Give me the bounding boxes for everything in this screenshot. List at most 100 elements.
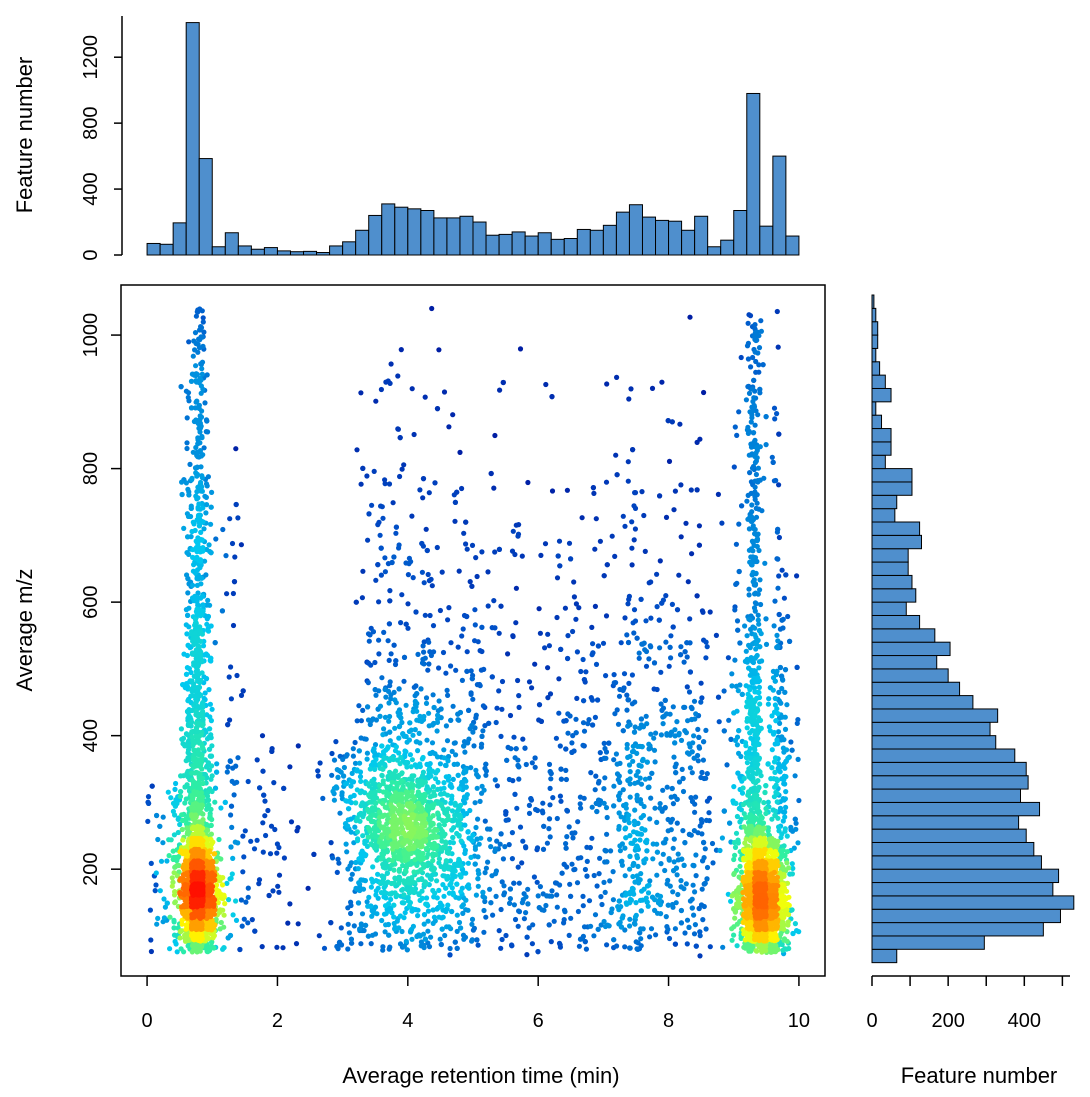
scatter-point [598,894,603,899]
scatter-point [703,881,708,886]
scatter-point [574,601,579,606]
scatter-point [785,614,790,619]
scatter-point [516,693,521,698]
scatter-point [657,493,662,498]
scatter-point [472,638,477,643]
scatter-point [682,660,687,665]
scatter-point [240,869,245,874]
scatter-point [399,592,404,597]
scatter-point [602,746,607,751]
scatter-point [671,755,676,760]
scatter-point [359,482,364,487]
scatter-point [198,425,203,430]
scatter-point [622,944,627,949]
scatter-point [418,686,423,691]
scatter-point [737,864,742,869]
scatter-point [604,480,609,485]
scatter-point [370,807,375,812]
scatter-point [422,945,427,950]
scatter-point [616,921,621,926]
scatter-point [398,435,403,440]
scatter-point [365,807,370,812]
scatter-point [210,773,215,778]
scatter-point [659,380,664,385]
scatter-point [363,878,368,883]
scatter-point [617,843,622,848]
scatter-point [544,893,549,898]
scatter-point [786,946,791,951]
scatter-point [407,903,412,908]
scatter-point [406,885,411,890]
scatter-point [568,556,573,561]
scatter-point [369,503,374,508]
scatter-point [753,350,758,355]
top-hist-bar [421,210,434,255]
scatter-point [457,450,462,455]
scatter-point [548,834,553,839]
scatter-point [746,321,751,326]
scatter-point [199,519,204,524]
scatter-point [743,743,748,748]
scatter-point [775,778,780,783]
scatter-point [164,858,169,863]
scatter-point [379,918,384,923]
scatter-point [647,816,652,821]
scatter-point [641,513,646,518]
scatter-point [647,934,652,939]
scatter-point [392,643,397,648]
scatter-point [752,404,757,409]
scatter-point [198,530,203,535]
scatter-point [296,743,301,748]
scatter-point [554,892,559,897]
scatter-point [379,743,384,748]
scatter-point [407,720,412,725]
scatter-point [753,801,758,806]
scatter-point [670,419,675,424]
scatter-point [614,375,619,380]
scatter-point [227,674,232,679]
scatter-point [191,354,196,359]
scatter-point [174,941,179,946]
scatter-point [420,495,425,500]
scatter-point [756,362,761,367]
scatter-point [206,474,211,479]
scatter-point [478,799,483,804]
scatter-point [588,845,593,850]
scatter-point [660,788,665,793]
scatter-point [530,922,535,927]
scatter-point [373,399,378,404]
scatter-point [427,944,432,949]
scatter-point [493,777,498,782]
scatter-point [633,618,638,623]
scatter-point [373,931,378,936]
scatter-point [194,450,199,455]
scatter-point [488,900,493,905]
scatter-point [467,808,472,813]
scatter-point [685,941,690,946]
scatter-point [688,898,693,903]
scatter-point [260,733,265,738]
scatter-point [395,373,400,378]
scatter-point [639,782,644,787]
scatter-point [449,796,454,801]
scatter-point [549,394,554,399]
scatter-point [389,651,394,656]
scatter-point [378,533,383,538]
scatter-point [351,746,356,751]
scatter-point [232,781,237,786]
scatter-point [468,765,473,770]
scatter-point [230,541,235,546]
scatter-point [682,840,687,845]
scatter-point [181,736,186,741]
scatter-point [443,671,448,676]
scatter-point [356,900,361,905]
scatter-point [569,862,574,867]
scatter-point [189,476,194,481]
scatter-point [623,873,628,878]
scatter-point [626,640,631,645]
scatter-point [337,811,342,816]
scatter-point [704,640,709,645]
scatter-point [773,741,778,746]
scatter-point [218,856,223,861]
scatter-point [185,415,190,420]
